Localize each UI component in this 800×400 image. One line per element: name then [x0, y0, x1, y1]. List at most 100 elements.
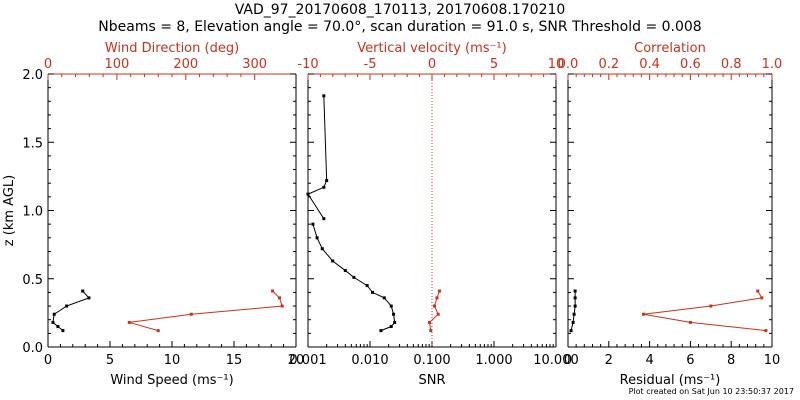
data-point [437, 289, 441, 293]
top-tick-label: 0.8 [721, 57, 742, 72]
bottom-tick-label: 4 [645, 353, 653, 368]
y-tick-label: 0.5 [22, 273, 43, 288]
data-point [435, 296, 439, 300]
data-point [569, 329, 573, 333]
series-line [129, 290, 283, 332]
bottom-tick-label: 2 [605, 353, 613, 368]
bottom-tick-label: 8 [727, 353, 735, 368]
data-point [322, 94, 326, 98]
data-point [280, 304, 284, 308]
bottom-tick-label: 10 [164, 353, 181, 368]
data-point [371, 290, 375, 294]
data-point [56, 325, 60, 329]
y-tick-label: 1.5 [22, 136, 43, 151]
data-point [51, 320, 55, 324]
data-point [315, 236, 319, 240]
series-line [307, 95, 328, 219]
data-point [271, 289, 275, 293]
top-tick-label: 100 [104, 57, 129, 72]
bottom-tick-label: 5 [106, 353, 114, 368]
data-point [320, 247, 324, 251]
y-tick-label: 1.0 [22, 205, 43, 220]
top-tick-label: 200 [173, 57, 198, 72]
residual-axis-label: Residual (ms⁻¹) [619, 373, 721, 388]
snr-axis-label: SNR [418, 373, 446, 388]
bottom-tick-label: 10 [764, 353, 781, 368]
data-point [352, 275, 356, 279]
y-tick-label: 2.0 [22, 68, 43, 83]
bottom-tick-label: 1.000 [475, 353, 512, 368]
data-point [573, 296, 577, 300]
data-point [764, 329, 768, 333]
data-point [61, 329, 65, 333]
data-point [432, 304, 436, 308]
bottom-tick-label: 0.100 [413, 353, 450, 368]
top-tick-label: 0.2 [598, 57, 619, 72]
top-tick-label: 0 [428, 57, 436, 72]
data-point [389, 304, 393, 308]
series-line [52, 290, 90, 332]
data-point [322, 185, 326, 189]
data-point [429, 329, 433, 333]
data-point [311, 222, 315, 226]
bottom-tick-label: 0.010 [351, 353, 388, 368]
data-point [87, 296, 91, 300]
data-point [365, 284, 369, 288]
y-axis-label: z (km AGL) [2, 175, 17, 246]
bottom-tick-label: 0 [44, 353, 52, 368]
vertical-velocity-axis-label: Vertical velocity (ms⁻¹) [357, 41, 507, 56]
data-point [343, 269, 347, 273]
bottom-tick-label: 0.001 [289, 353, 326, 368]
top-tick-label: 0.4 [639, 57, 660, 72]
data-point [277, 296, 281, 300]
data-point [156, 329, 160, 333]
data-point [189, 312, 193, 316]
data-point [709, 304, 713, 308]
top-tick-label: 5 [490, 57, 498, 72]
data-point [331, 259, 335, 263]
top-tick-label: 300 [242, 57, 267, 72]
data-point [127, 320, 131, 324]
chart-subtitle: Nbeams = 8, Elevation angle = 70.0°, sca… [98, 19, 702, 35]
data-point [572, 312, 576, 316]
wind-speed-axis-label: Wind Speed (ms⁻¹) [110, 373, 234, 388]
data-point [322, 217, 326, 221]
data-point [392, 312, 396, 316]
bottom-tick-label: 20 [288, 353, 305, 368]
data-point [389, 325, 393, 329]
data-point [436, 312, 440, 316]
top-tick-label: 0 [44, 57, 52, 72]
data-point [573, 304, 577, 308]
data-point [571, 320, 575, 324]
chart-title: VAD_97_20170608_170113, 20170608.170210 [234, 2, 566, 18]
data-point [81, 289, 85, 293]
data-point [641, 312, 645, 316]
bottom-tick-label: 0 [564, 353, 572, 368]
bottom-tick-label: 10.000 [533, 353, 579, 368]
top-tick-label: 0.0 [558, 57, 579, 72]
correlation-axis-label: Correlation [634, 41, 706, 56]
series-line [643, 290, 766, 332]
top-tick-label: 1.0 [762, 57, 783, 72]
data-point [52, 312, 56, 316]
data-point [393, 320, 397, 324]
top-tick-label: -10 [297, 57, 318, 72]
bottom-tick-label: 15 [226, 353, 243, 368]
data-point [306, 192, 310, 196]
top-tick-label: 0.6 [680, 57, 701, 72]
plot-created-note: Plot created on Sat Jun 10 23:50:37 2017 [628, 387, 794, 396]
data-point [379, 329, 383, 333]
bottom-tick-label: 6 [686, 353, 694, 368]
wind-direction-axis-label: Wind Direction (deg) [104, 41, 240, 56]
y-tick-label: 0.0 [22, 341, 43, 356]
data-point [325, 178, 329, 182]
data-point [756, 289, 760, 293]
data-point [428, 320, 432, 324]
data-point [65, 304, 69, 308]
top-tick-label: 10 [548, 57, 565, 72]
data-point [382, 296, 386, 300]
data-point [760, 296, 764, 300]
top-tick-label: -5 [364, 57, 377, 72]
data-point [688, 320, 692, 324]
